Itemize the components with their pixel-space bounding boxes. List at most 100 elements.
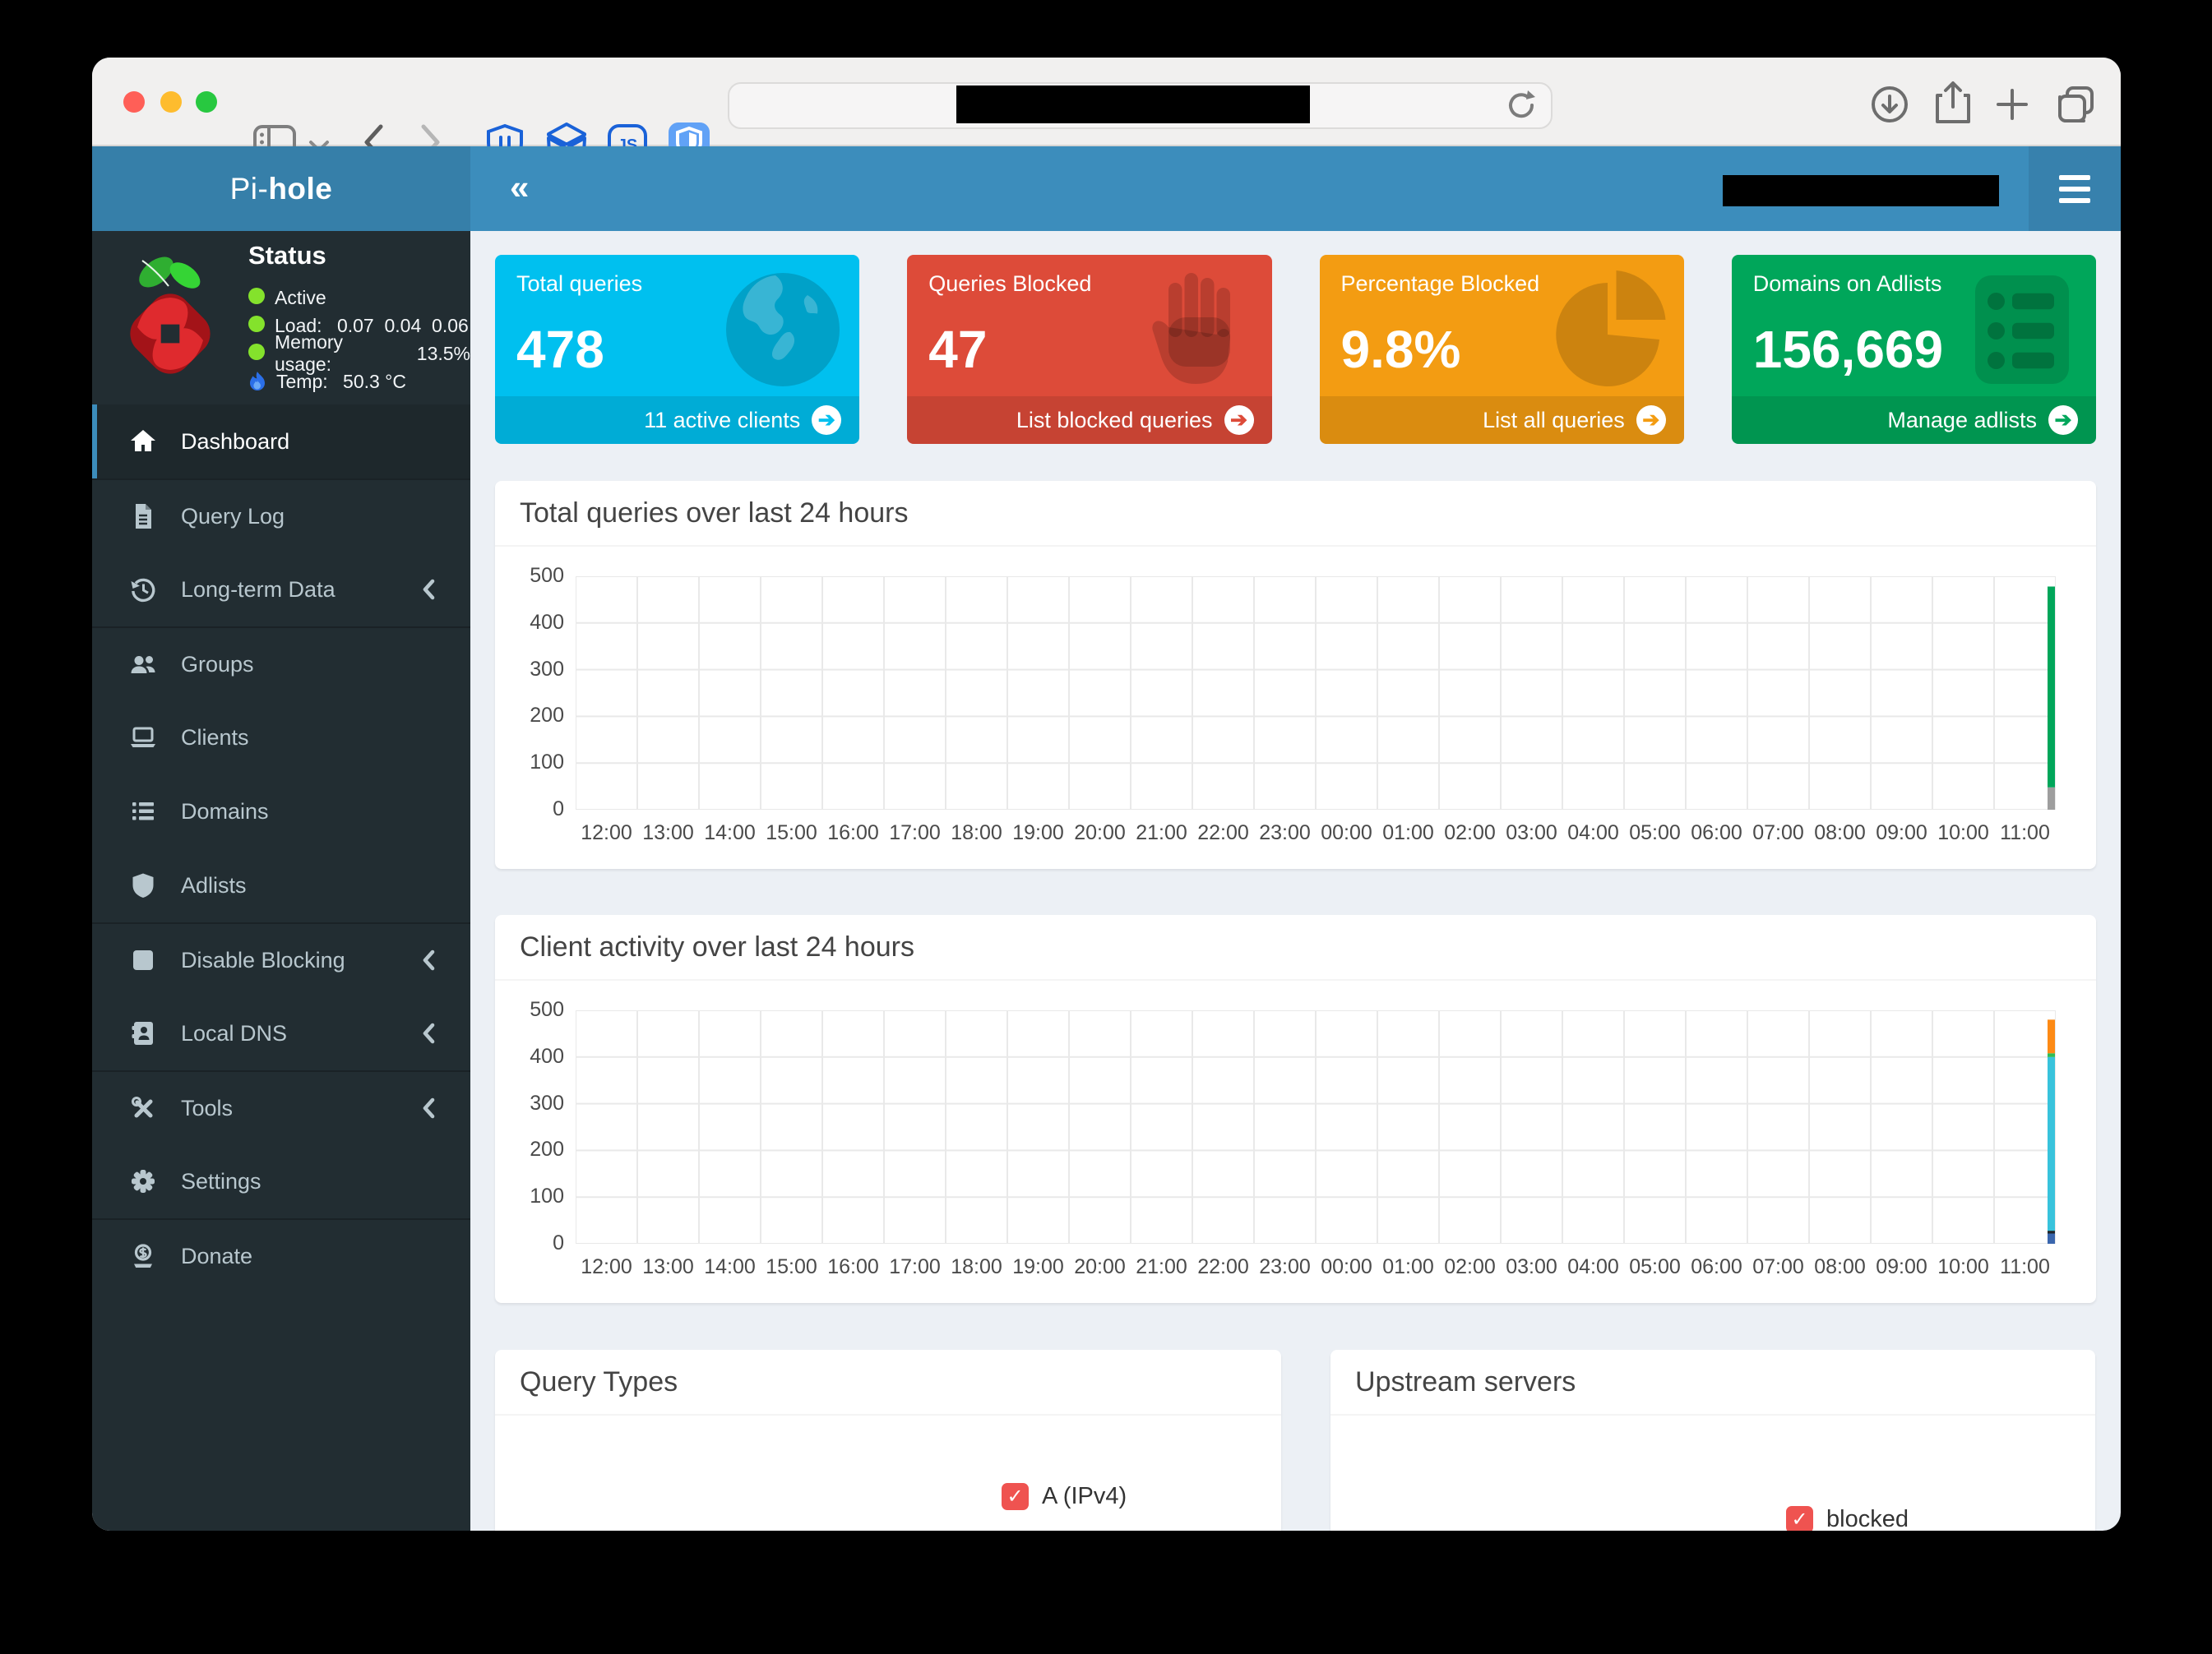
y-axis-tick: 200 [530, 1138, 564, 1162]
status-row-temp: Temp: 50.3 °C [248, 367, 470, 395]
card-footer-link[interactable]: Manage adlists ➔ [1731, 396, 2096, 444]
x-axis-tick: 10:00 [1937, 1255, 1989, 1278]
new-tab-icon[interactable] [1995, 87, 2029, 122]
sidebar-item-label: Adlists [181, 872, 247, 898]
card-footer-link[interactable]: 11 active clients ➔ [495, 396, 860, 444]
sidebar-item-label: Groups [181, 651, 254, 677]
x-axis-tick: 22:00 [1197, 1255, 1249, 1278]
sidebar-item-label: Disable Blocking [181, 947, 345, 973]
sidebar-item-query-log[interactable]: Query Log [92, 478, 470, 552]
legend-checkbox-icon[interactable]: ✓ [1786, 1506, 1813, 1531]
legend-label: A (IPv4) [1042, 1483, 1127, 1509]
tab-overview-icon[interactable] [2056, 85, 2097, 124]
sidebar-item-disable-blocking[interactable]: Disable Blocking [92, 922, 470, 996]
bar-chart-plot [576, 576, 2056, 810]
temp-flame-icon [248, 371, 266, 392]
chart-title: Query Types [495, 1350, 1281, 1416]
bar-segment-cached[interactable] [2048, 787, 2055, 810]
chart-title: Client activity over last 24 hours [495, 915, 2096, 981]
x-axis-tick: 00:00 [1321, 821, 1372, 844]
status-info: Status Active Load: 0.07 0.04 0.06 Memory … [248, 241, 470, 395]
sidebar-item-label: Clients [181, 724, 249, 750]
donate-icon [128, 1241, 158, 1271]
globe-icon [721, 268, 845, 391]
bar-segment-client-1[interactable] [2048, 1233, 2055, 1244]
sidebar-item-domains[interactable]: Domains [92, 774, 470, 848]
summary-cards: Total queries 478 11 active clients ➔ Querie… [495, 255, 2096, 444]
history-icon [128, 575, 158, 604]
card-footer-label: 11 active clients [644, 407, 801, 432]
sidebar-item-dashboard[interactable]: Dashboard [92, 404, 470, 478]
shield-icon [128, 871, 158, 900]
x-axis-tick: 03:00 [1506, 821, 1557, 844]
x-axis-tick: 03:00 [1506, 1255, 1557, 1278]
pihole-logo-text[interactable]: Pi-hole [92, 146, 470, 231]
sidebar-item-adlists[interactable]: Adlists [92, 848, 470, 922]
client-activity-chart-box: Client activity over last 24 hours 0 100 2… [495, 915, 2096, 1303]
x-axis-tick: 04:00 [1567, 1255, 1619, 1278]
laptop-icon [128, 723, 158, 752]
x-axis-tick: 01:00 [1382, 1255, 1434, 1278]
x-axis-tick: 09:00 [1876, 821, 1927, 844]
total-queries-chart[interactable]: 0 100 200 300 400 500 12:00 13:00 14:00 15:00 16:0… [495, 547, 2096, 867]
bar-chart-plot [576, 1010, 2056, 1244]
x-axis-tick: 13:00 [642, 1255, 694, 1278]
query-types-box: Query Types ✓ A (IPv4) [495, 1350, 1281, 1531]
arrow-circle-icon: ➔ [812, 405, 842, 435]
legend-item-blocked[interactable]: ✓ blocked [1786, 1506, 1909, 1531]
bar-segment-client-5[interactable] [2048, 1019, 2055, 1054]
legend-checkbox-icon[interactable]: ✓ [1002, 1483, 1029, 1510]
minimize-window-button[interactable] [160, 91, 182, 113]
bar-segment-permitted[interactable] [2048, 586, 2055, 788]
close-window-button[interactable] [123, 91, 145, 113]
card-value: 156,669 [1752, 320, 1944, 379]
card-percentage-blocked: Percentage Blocked 9.8% List all queries ➔ [1319, 255, 1684, 444]
upstream-servers-box: Upstream servers ✓ blocked [1330, 1350, 2095, 1531]
sidebar-item-groups[interactable]: Groups [92, 626, 470, 700]
x-axis-tick: 21:00 [1136, 1255, 1187, 1278]
hamburger-menu-button[interactable] [2029, 146, 2121, 231]
reload-icon[interactable] [1503, 87, 1539, 123]
sidebar-collapse-button[interactable]: « [510, 167, 530, 206]
status-row-load: Load: 0.07 0.04 0.06 [248, 312, 470, 340]
card-footer-link[interactable]: List all queries ➔ [1319, 396, 1684, 444]
client-activity-chart[interactable]: 0 100 200 300 400 500 12:00 13:00 14:00 15:00 16:0… [495, 981, 2096, 1301]
x-axis-tick: 08:00 [1814, 1255, 1866, 1278]
status-label: Temp: [276, 370, 328, 392]
card-title: Percentage Blocked [1340, 271, 1540, 296]
x-axis-tick: 07:00 [1752, 821, 1804, 844]
x-axis-tick: 06:00 [1691, 1255, 1742, 1278]
bar-segment-client-4[interactable] [2048, 1053, 2055, 1057]
x-axis-tick: 08:00 [1814, 821, 1866, 844]
chevron-left-icon [419, 1096, 437, 1120]
bottom-row: Query Types ✓ A (IPv4) Upstream servers ✓… [495, 1350, 2096, 1531]
app-header: Pi-hole « [92, 146, 2121, 231]
y-axis-tick: 100 [530, 751, 564, 774]
x-axis-tick: 19:00 [1012, 821, 1064, 844]
x-axis-tick: 23:00 [1259, 1255, 1311, 1278]
share-icon[interactable] [1934, 81, 1972, 127]
x-axis-tick: 02:00 [1444, 1255, 1496, 1278]
x-axis-tick: 11:00 [2000, 1255, 2050, 1278]
legend-item-a-ipv4-[interactable]: ✓ A (IPv4) [1002, 1483, 1127, 1510]
legend-label: blocked [1826, 1506, 1909, 1531]
x-axis-tick: 06:00 [1691, 821, 1742, 844]
x-axis-tick: 16:00 [827, 821, 879, 844]
sidebar-item-local-dns[interactable]: Local DNS [92, 996, 470, 1070]
sidebar-item-long-term-data[interactable]: Long-term Data [92, 552, 470, 626]
status-label: Load: [275, 314, 322, 336]
adlist-icon [1958, 268, 2081, 391]
address-book-icon [128, 1019, 158, 1048]
x-axis-tick: 13:00 [642, 821, 694, 844]
zoom-window-button[interactable] [196, 91, 217, 113]
sidebar-item-donate[interactable]: Donate [92, 1218, 470, 1292]
sidebar-item-label: Tools [181, 1095, 234, 1120]
sidebar-item-tools[interactable]: Tools [92, 1070, 470, 1144]
bar-segment-client-3[interactable] [2048, 1056, 2055, 1231]
bar-segment-client-2[interactable] [2048, 1231, 2055, 1234]
card-footer-link[interactable]: List blocked queries ➔ [907, 396, 1272, 444]
sidebar-menu: Dashboard Query Log Long-term Data Groups Cl… [92, 404, 470, 1292]
download-icon[interactable] [1870, 85, 1909, 124]
sidebar-item-settings[interactable]: Settings [92, 1144, 470, 1218]
sidebar-item-clients[interactable]: Clients [92, 700, 470, 774]
